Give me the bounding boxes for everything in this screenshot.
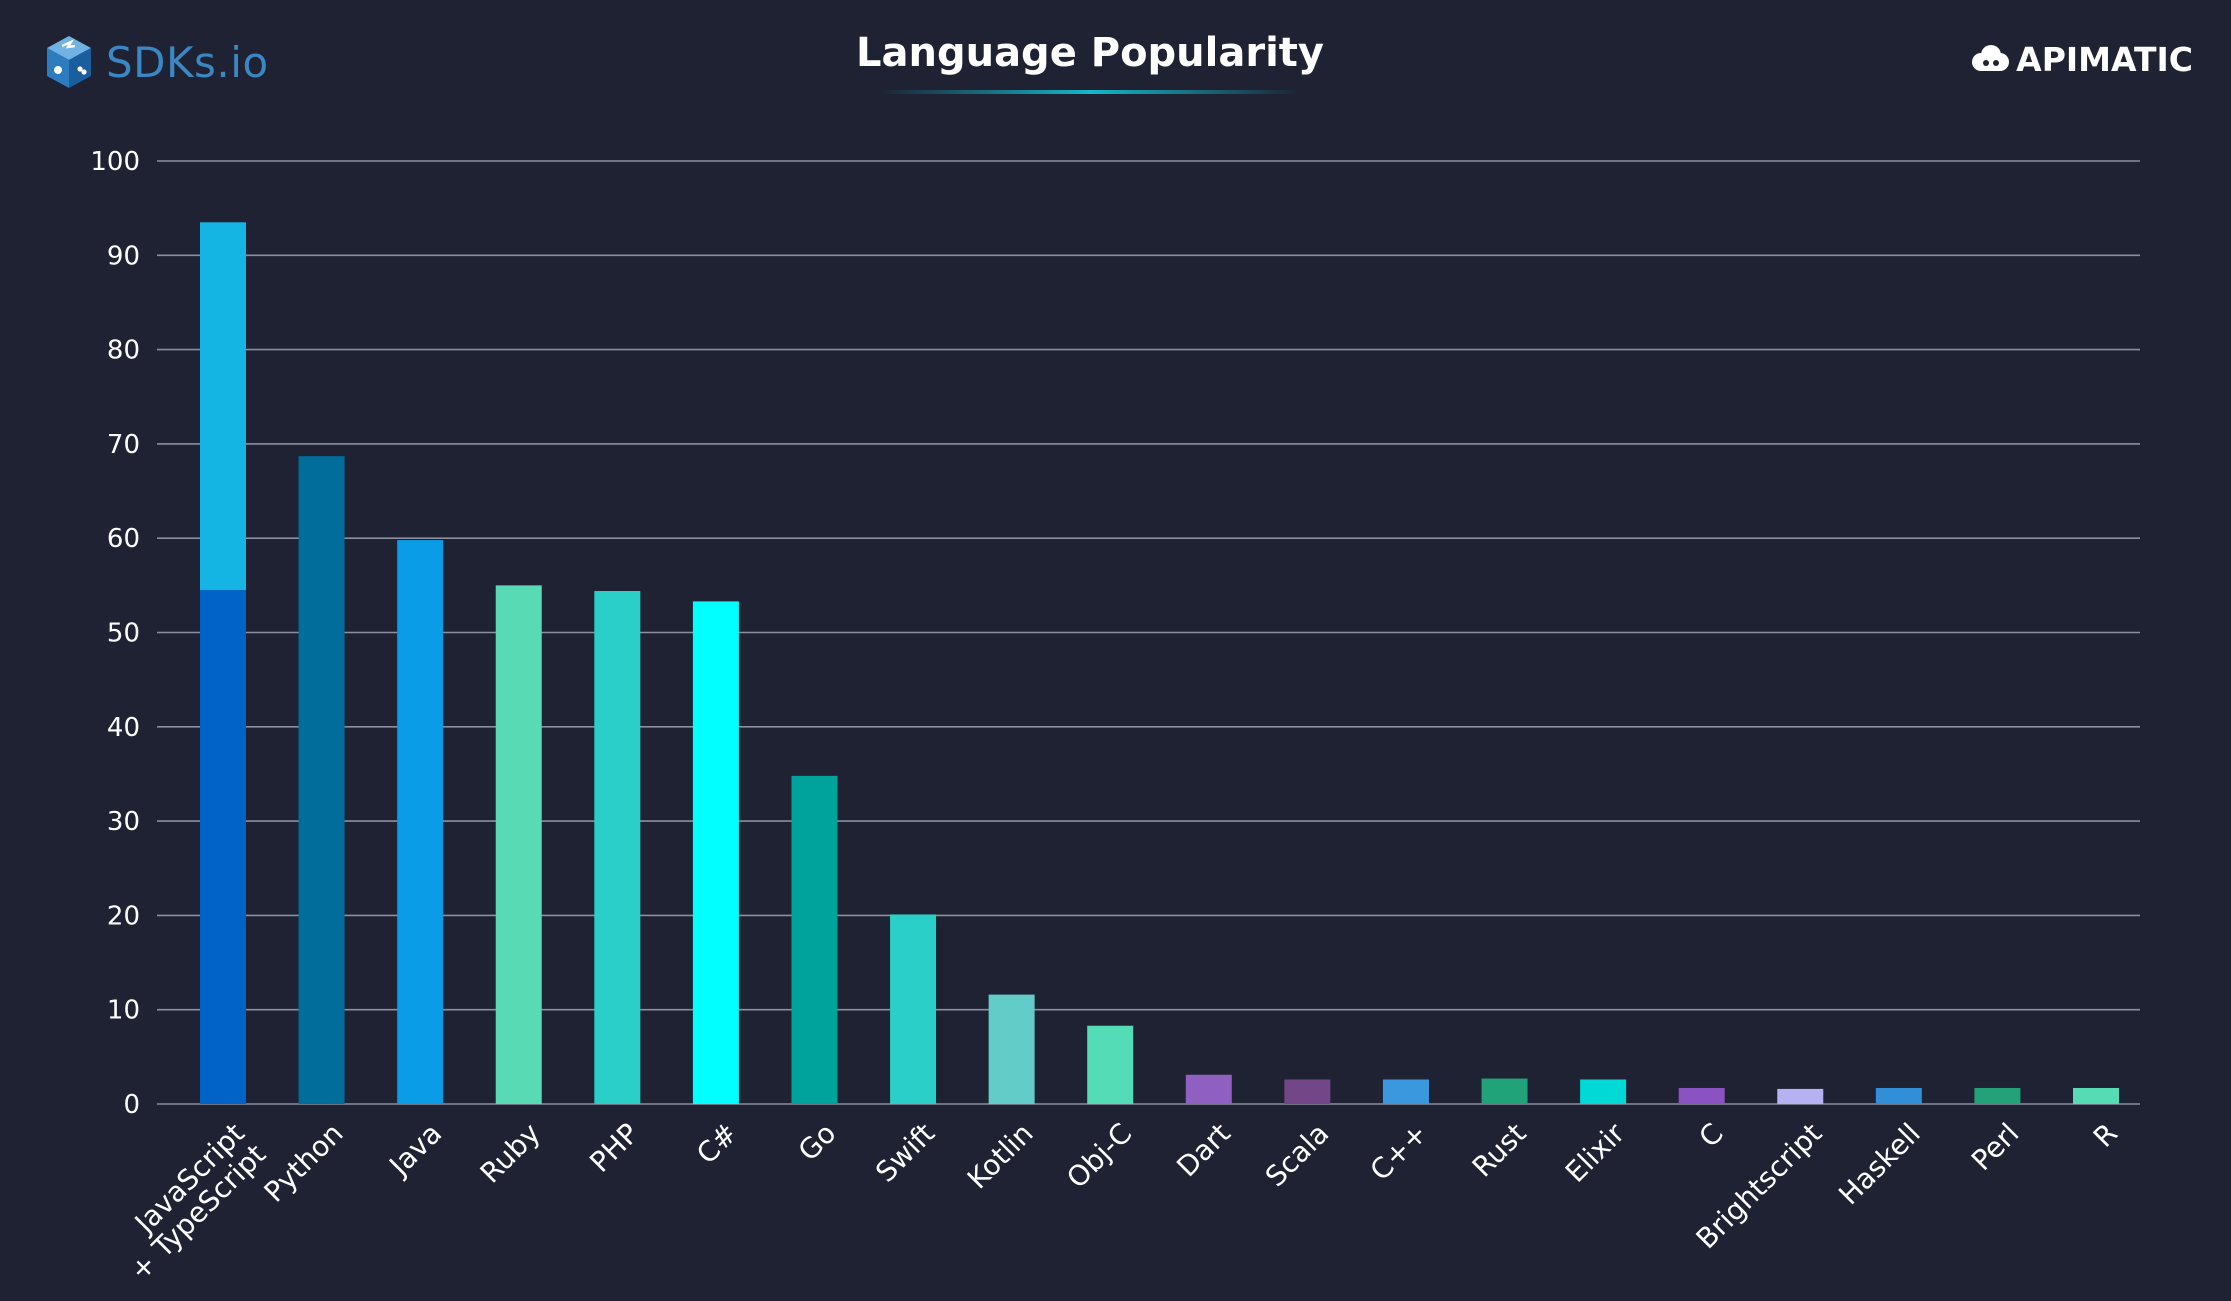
x-tick-label: Go [792,1117,843,1168]
x-tick-label-group: R [2087,1117,2124,1154]
x-tick-label: Haskell [1832,1117,1927,1212]
x-tick-label-group: Obj-C [1060,1117,1138,1195]
x-tick-label: R [2087,1117,2124,1154]
x-tick-label-group: Ruby [474,1117,547,1190]
y-tick-label: 80 [107,336,140,366]
bar-segment [1481,1078,1528,1104]
x-tick-label: C [1693,1117,1730,1154]
y-tick-label: 90 [107,241,140,271]
x-tick-label-group: C [1693,1117,1730,1154]
x-tick-label: C++ [1364,1117,1434,1187]
bar-segment [988,994,1035,1104]
x-tick-label-group: Swift [869,1117,941,1189]
bar-segment [2073,1087,2119,1104]
chart-title: Language Popularity [856,30,1324,76]
bar-segment [1777,1088,1824,1104]
y-tick-label: 50 [107,619,140,649]
x-tick-label: Elixir [1559,1116,1632,1189]
x-tick-label: Java [382,1117,449,1184]
cloud-icon [1972,45,2010,71]
y-tick-label: 40 [107,713,140,743]
y-tick-label: 60 [107,524,140,554]
x-tick-label-group: Go [792,1117,843,1168]
x-tick-label-group: PHP [583,1117,645,1179]
x-tick-label-group: Perl [1965,1117,2025,1177]
bar-segment [1284,1079,1331,1104]
y-tick-label: 0 [123,1090,140,1120]
bar-segment [791,775,838,1104]
sdks-brand-name: SDKs.io [106,37,269,87]
x-tick-label-group: C# [690,1117,744,1171]
bar-segment [397,540,444,1104]
sdks-brand[interactable]: SDKs.io [44,30,269,94]
x-tick-label: Ruby [474,1117,547,1190]
bar-segment [1382,1079,1429,1104]
x-tick-label-group: Python [258,1117,350,1209]
bar-segment [1678,1087,1725,1104]
bar-segment [1875,1087,1922,1104]
bar-segment [1185,1074,1232,1104]
cube-logo-icon [47,36,91,88]
bar-segment [1087,1025,1134,1104]
y-tick-label: 30 [107,807,140,837]
bar-segment [200,590,246,1104]
bar-segment [1580,1079,1627,1104]
bar-segment [298,456,345,1104]
x-tick-label-group: Dart [1170,1117,1237,1184]
x-tick-label: Scala [1259,1117,1336,1194]
x-tick-label: Dart [1170,1117,1237,1184]
x-tick-label: C# [690,1117,744,1171]
apimatic-brand-name: APIMATIC [2016,39,2193,79]
bar-segment [692,601,739,1104]
x-tick-label: PHP [583,1117,645,1179]
x-tick-label: Obj-C [1060,1117,1138,1195]
x-tick-label: Kotlin [961,1117,1040,1196]
x-tick-label: Swift [869,1117,941,1189]
bar-segment [495,585,542,1104]
y-tick-label: 70 [107,430,140,460]
bar-segment [200,222,246,591]
y-tick-label: 100 [90,147,140,177]
y-tick-label: 20 [107,901,140,931]
x-tick-label-group: Elixir [1559,1116,1632,1189]
y-tick-label: 10 [107,996,140,1026]
x-tick-label-group: Java [382,1117,449,1184]
title-underline [880,90,1300,94]
bar-segment [890,914,937,1104]
x-tick-label: Rust [1466,1117,1533,1184]
apimatic-brand[interactable]: APIMATIC [1970,34,2193,84]
x-tick-label-group: Haskell [1832,1117,1927,1212]
x-tick-label: Perl [1965,1117,2025,1177]
x-tick-label-group: Scala [1259,1117,1336,1194]
x-tick-label-group: C++ [1364,1117,1434,1187]
chart-title-block: Language Popularity [800,30,1380,94]
x-tick-label-group: JavaScript+ TypeScript [123,1117,272,1287]
x-tick-label: Python [258,1117,350,1209]
bar-segment [1974,1087,2021,1104]
bar-segment [594,591,641,1104]
x-tick-label-group: Kotlin [961,1117,1040,1196]
x-tick-label-group: Rust [1466,1117,1533,1184]
